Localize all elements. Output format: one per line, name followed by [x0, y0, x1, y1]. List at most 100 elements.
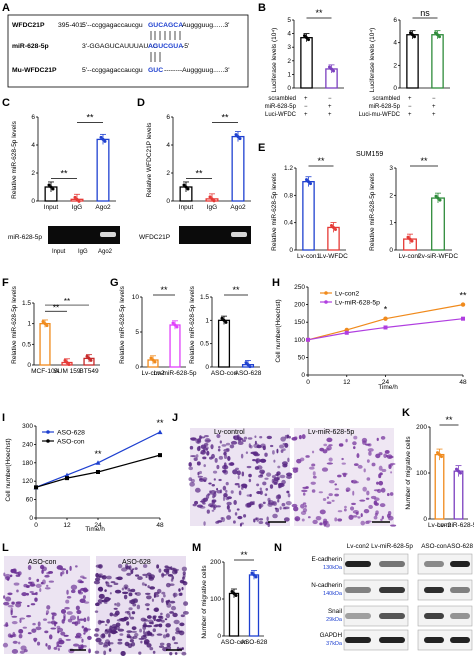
- migrated-cell: [68, 648, 75, 654]
- y-tick-label: 240: [22, 441, 33, 448]
- data-point: [248, 365, 252, 369]
- migrated-cell: [40, 581, 44, 585]
- migrated-cell: [259, 458, 266, 463]
- migrated-cell: [29, 591, 34, 594]
- migrated-cell: [18, 641, 21, 645]
- migrated-cell: [307, 516, 311, 519]
- migrated-cell: [36, 578, 40, 582]
- panel-m-svg: M Number of migrative cells 0 100 200 ASO-c…: [192, 542, 268, 646]
- migrated-cell: [10, 569, 14, 572]
- x-tick-label: MCF-10A: [31, 368, 59, 375]
- migrated-cell: [146, 607, 150, 611]
- migrated-cell: [273, 477, 280, 481]
- migrated-cell: [241, 471, 245, 477]
- migrated-cell: [262, 481, 267, 486]
- migrated-cell: [310, 481, 316, 485]
- migrated-cell: [245, 451, 249, 454]
- data-point: [238, 137, 242, 141]
- western-blots: E-cadherin 130kDa N-cadherin 140kDa Snail 29k…: [311, 553, 473, 651]
- series-line: [35, 454, 161, 488]
- y-tick-label: 1: [205, 317, 209, 324]
- y-tick-label: 100: [294, 337, 305, 344]
- migrated-cell: [246, 465, 252, 469]
- migrated-cell: [171, 575, 175, 580]
- data-point: [434, 194, 438, 198]
- migrated-cell: [117, 641, 123, 645]
- panel-d-blot-label: WFDC21P: [139, 234, 170, 241]
- migrated-cell: [280, 436, 287, 442]
- panel-i: I Cell number(Hoechst) Time/h 0 60 120 180 2…: [0, 410, 170, 535]
- migrated-cell: [218, 445, 221, 449]
- migrated-cell: [302, 492, 306, 496]
- migrated-cell: [312, 471, 316, 476]
- migrated-cell: [126, 630, 133, 634]
- series-marker: [306, 337, 310, 342]
- y-tick-label: 150: [294, 319, 305, 326]
- migrated-cell: [225, 481, 229, 486]
- migrated-cell: [322, 520, 329, 524]
- migrated-cell: [375, 453, 381, 459]
- migrated-cell: [13, 582, 20, 586]
- migrated-cell: [71, 621, 77, 625]
- migrated-cell: [326, 496, 330, 499]
- panel-a: A WFDC21P 395-401: 5'--ccggagaccaucgu GU…: [0, 0, 250, 92]
- migrated-cell: [196, 461, 201, 466]
- migrated-cell: [203, 521, 206, 526]
- migrated-cell: [266, 516, 269, 522]
- migrated-cell: [131, 626, 137, 631]
- migrated-cell: [229, 444, 235, 449]
- migrated-cell: [194, 487, 201, 493]
- c-gel-lane-igg: IgG: [78, 249, 88, 255]
- legend-marker: [324, 291, 328, 295]
- migrated-cell: [109, 642, 114, 645]
- panel-b-svg: B Luciferase levels (10⁴) Luciferase lev…: [258, 2, 450, 118]
- series-marker: [158, 453, 162, 458]
- migrated-cell: [319, 447, 325, 452]
- migrated-cell: [213, 491, 217, 498]
- migrated-cell: [357, 464, 363, 469]
- migrated-cell: [328, 493, 333, 497]
- data-point: [334, 227, 337, 231]
- migrated-cell: [140, 640, 143, 644]
- x-tick-label: 48: [156, 522, 164, 529]
- migrated-cell: [258, 518, 264, 521]
- blot-band: [450, 637, 470, 643]
- migrated-cell: [374, 512, 378, 517]
- migrated-cell: [30, 603, 36, 606]
- migrated-cell: [203, 464, 206, 468]
- migrated-cell: [211, 499, 217, 503]
- migrated-cell: [146, 595, 152, 600]
- data-point: [175, 325, 179, 329]
- micrograph-label-aso-628: ASO-628: [122, 559, 151, 566]
- migrated-cell: [273, 459, 276, 463]
- migrated-cell: [325, 523, 331, 528]
- migrated-cell: [98, 641, 104, 646]
- bar: [217, 319, 231, 368]
- migrated-cell: [34, 591, 38, 595]
- migrated-cell: [197, 475, 203, 478]
- migrated-cell: [81, 638, 84, 643]
- migrated-cell: [142, 629, 146, 635]
- migrated-cell: [233, 520, 236, 524]
- data-point: [173, 323, 177, 327]
- legend-label: ASO-628: [57, 430, 85, 437]
- sig-label: **: [60, 169, 68, 179]
- migrated-cell: [32, 622, 36, 626]
- migrated-cell: [272, 513, 278, 519]
- migrated-cell: [261, 471, 265, 475]
- migrated-cell: [156, 588, 162, 594]
- panel-h: H Cell number(Hoechst) Time/h 0 50 100 150 2…: [270, 275, 474, 393]
- migrated-cell: [134, 574, 140, 577]
- migrated-cell: [181, 586, 184, 591]
- migrated-cell: [219, 440, 222, 444]
- migrated-cell: [292, 467, 299, 470]
- y-tick-label: 180: [22, 460, 33, 467]
- migrated-cell: [378, 473, 382, 479]
- y-tick-label: 300: [22, 423, 33, 430]
- blot-band: [450, 561, 470, 567]
- series-marker: [65, 476, 69, 481]
- migrated-cell: [328, 444, 333, 447]
- migrated-cell: [80, 587, 86, 591]
- migrated-cell: [248, 478, 252, 483]
- blot-band: [424, 637, 444, 643]
